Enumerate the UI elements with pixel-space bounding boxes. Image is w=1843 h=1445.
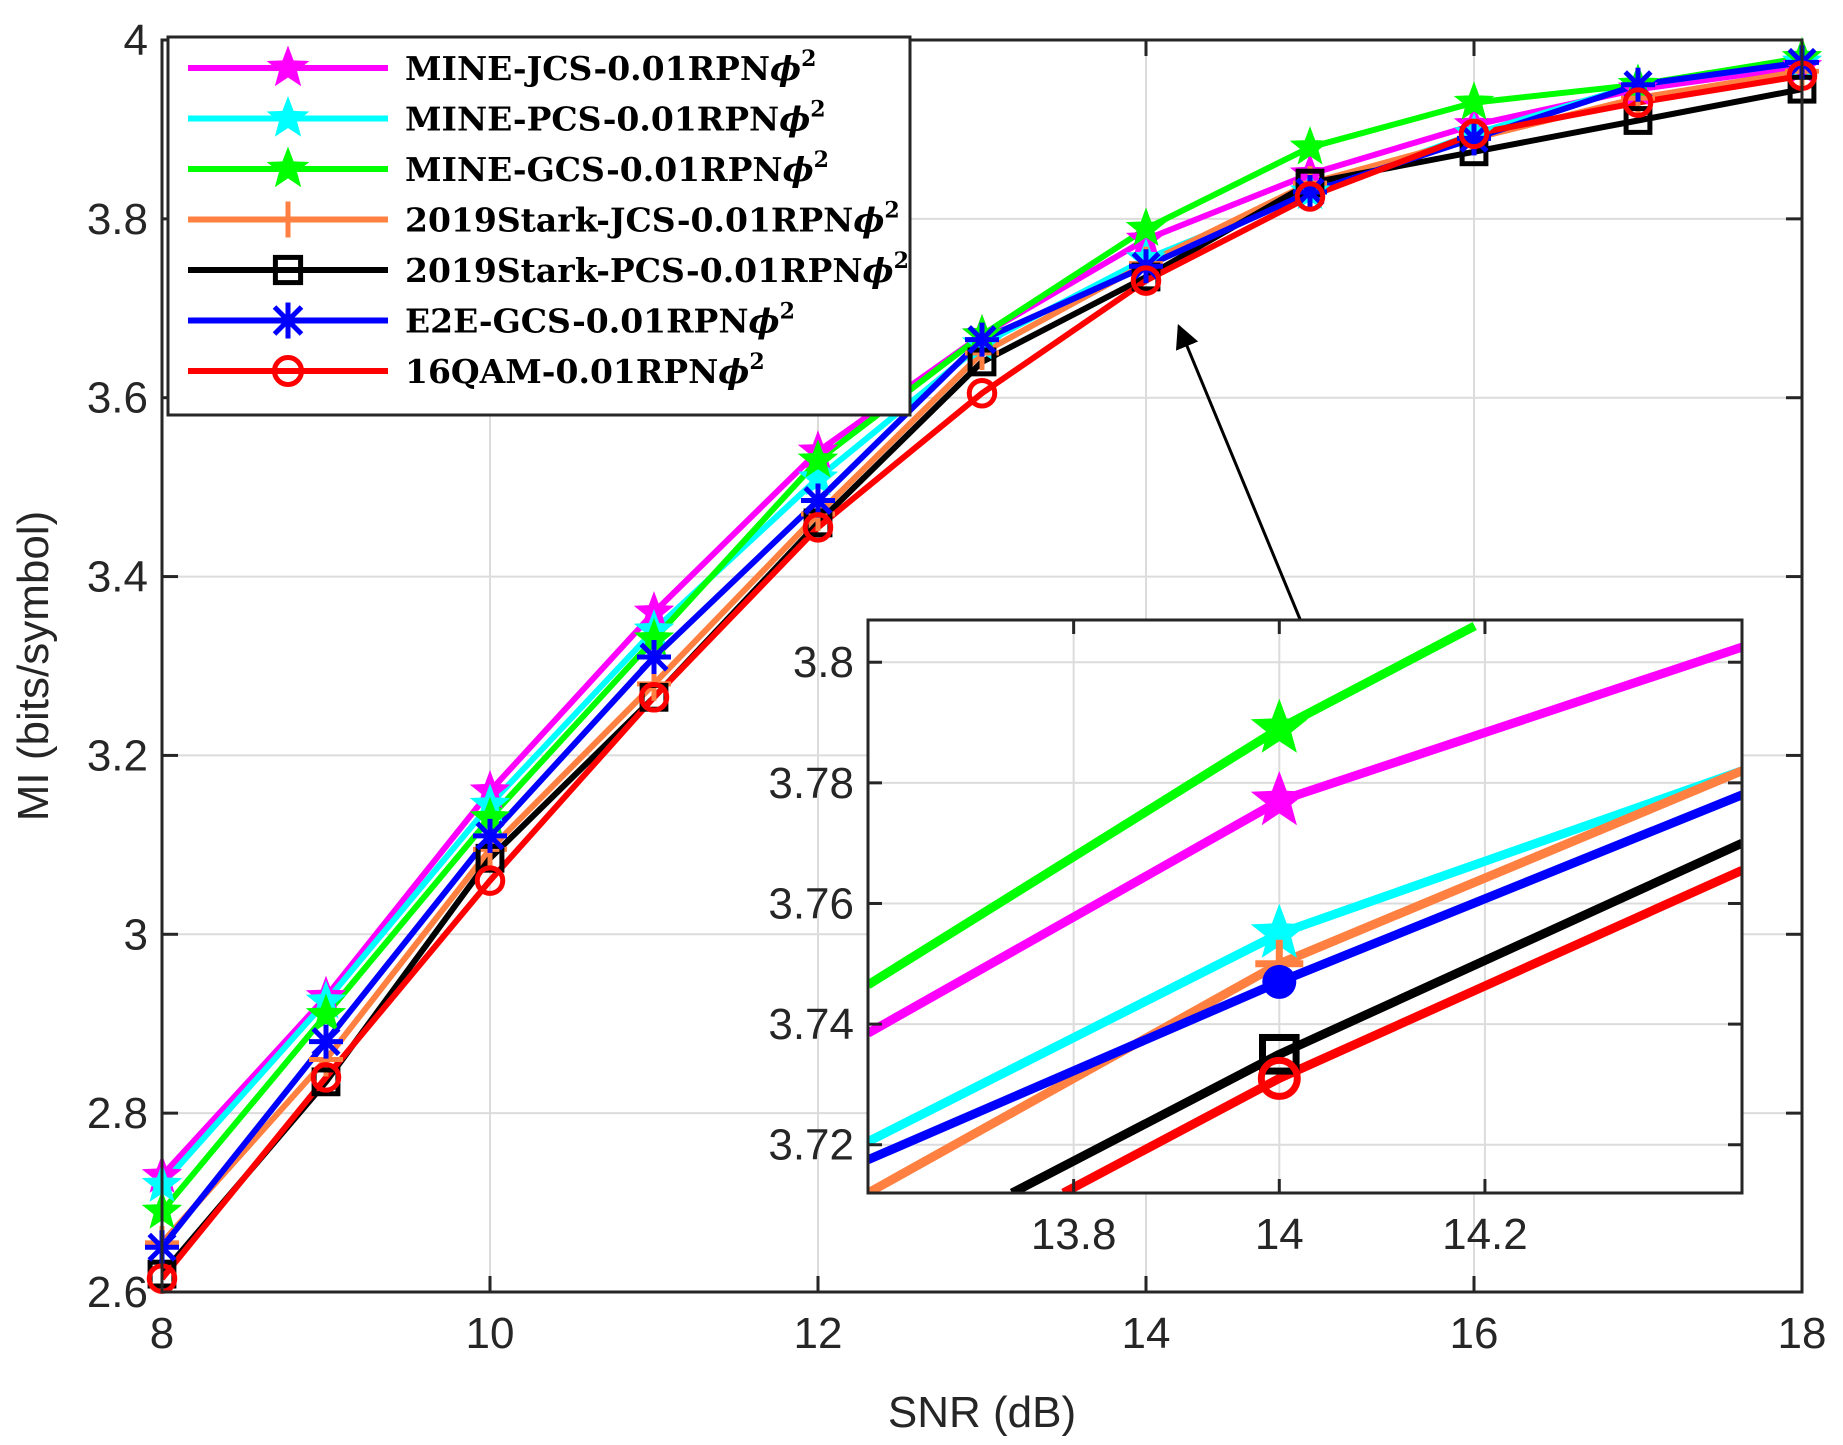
- data-point-mine-gcs-0-01rpn: [1289, 126, 1331, 165]
- inset-line-2019stark-pcs-0-01rpn: [1009, 839, 1742, 1193]
- data-point-e2e-gcs-0-01rpn: [1621, 67, 1655, 102]
- data-point-16qam-0-01rpn: [1294, 181, 1326, 212]
- legend-marker-2019stark-jcs-0-01rpn: [270, 201, 306, 238]
- y-tick-label: 3.4: [87, 553, 148, 602]
- main-axes: 8 10 12 14 16 18 2.6 2.8 3 3.2 3.4 3.6 3.8 4: [87, 16, 1827, 1358]
- legend-label-16qam-0-01rpn: 16QAM-0.01RPNϕ2: [405, 349, 765, 391]
- data-point-16qam-0-01rpn: [1130, 265, 1162, 296]
- inset-point-e2e-gcs-0-01rpn: [1262, 964, 1297, 999]
- legend-box: [166, 35, 912, 417]
- inset-series-markers: [1250, 698, 1308, 1100]
- legend-marker-mine-pcs-0-01rpn: [266, 96, 310, 137]
- legend: MINE-JCS-0.01RPNϕ2 MINE-PCS-0.01RPNϕ2 MINE…: [166, 35, 912, 417]
- data-point-2019stark-pcs-0-01rpn: [1623, 106, 1653, 135]
- inset-y-tick-label: 3.76: [768, 879, 854, 928]
- data-point-mine-gcs-0-01rpn: [305, 993, 347, 1032]
- inset-point-16qam-0-01rpn: [1257, 1056, 1301, 1100]
- data-point-mine-gcs-0-01rpn: [1453, 81, 1495, 120]
- y-tick-label: 4: [124, 16, 148, 65]
- data-point-16qam-0-01rpn: [802, 512, 834, 543]
- x-tick-label: 18: [1778, 1309, 1827, 1358]
- legend-marker-2019stark-pcs-0-01rpn: [272, 254, 304, 286]
- legend-label-mine-gcs-0-01rpn: MINE-GCS-0.01RPNϕ2: [405, 147, 829, 189]
- data-point-e2e-gcs-0-01rpn: [473, 818, 507, 853]
- series-line-16qam-0-01rpn: [162, 72, 1802, 1281]
- x-tick-label: 14: [1122, 1309, 1171, 1358]
- inset-point-mine-jcs-0-01rpn: [1250, 770, 1308, 826]
- inset-point-mine-pcs-0-01rpn: [1250, 903, 1308, 958]
- inset-line-16qam-0-01rpn: [1061, 866, 1742, 1193]
- y-tick-label: 3.6: [87, 374, 148, 423]
- legend-label-mine-jcs-0-01rpn: MINE-JCS-0.01RPNϕ2: [405, 46, 816, 88]
- inset-point-mine-gcs-0-01rpn: [1250, 698, 1308, 753]
- zoom-arrow: [1175, 323, 1304, 625]
- data-point-16qam-0-01rpn: [1622, 87, 1654, 118]
- zoom-inset: 13.8 14 14.2 3.72 3.74 3.76 3.78 3.8: [768, 618, 1744, 1259]
- data-point-mine-gcs-0-01rpn: [469, 796, 511, 836]
- inset-y-tick-label: 3.72: [768, 1121, 854, 1170]
- legend-marker-e2e-gcs-0-01rpn: [270, 302, 306, 339]
- data-point-e2e-gcs-0-01rpn: [965, 322, 999, 357]
- inset-x-tick-label: 14.2: [1442, 1210, 1528, 1259]
- data-point-16qam-0-01rpn: [310, 1062, 342, 1093]
- inset-y-tick-label: 3.78: [768, 759, 854, 808]
- y-tick-label: 3: [124, 910, 148, 959]
- data-point-e2e-gcs-0-01rpn: [1293, 175, 1327, 210]
- data-point-16qam-0-01rpn: [638, 682, 670, 713]
- inset-point-2019stark-pcs-0-01rpn: [1258, 1033, 1300, 1075]
- legend-label-2019stark-pcs-0-01rpn: 2019Stark-PCS-0.01RPNϕ2: [405, 248, 909, 290]
- y-tick-label: 2.6: [87, 1268, 148, 1317]
- legend-marker-16qam-0-01rpn: [272, 355, 304, 387]
- data-point-mine-gcs-0-01rpn: [633, 617, 675, 657]
- data-point-e2e-gcs-0-01rpn: [637, 640, 671, 675]
- x-tick-label: 16: [1450, 1309, 1499, 1358]
- y-tick-label: 2.8: [87, 1089, 148, 1138]
- plot-frame: [160, 38, 1804, 1294]
- legend-label-mine-pcs-0-01rpn: MINE-PCS-0.01RPNϕ2: [405, 97, 826, 139]
- inset-x-tick-label: 13.8: [1031, 1210, 1117, 1259]
- y-axis-title: MI (bits/symbol): [9, 511, 58, 821]
- legend-marker-mine-jcs-0-01rpn: [266, 45, 310, 87]
- legend-label-e2e-gcs-0-01rpn: E2E-GCS-0.01RPNϕ2: [405, 299, 795, 341]
- data-point-mine-gcs-0-01rpn: [797, 439, 839, 478]
- x-axis-title: SNR (dB): [888, 1388, 1076, 1437]
- data-point-16qam-0-01rpn: [474, 865, 506, 896]
- inset-frame: [866, 618, 1744, 1195]
- data-point-e2e-gcs-0-01rpn: [309, 1024, 343, 1059]
- y-tick-label: 3.8: [87, 195, 148, 244]
- inset-y-tick-label: 3.8: [793, 638, 854, 687]
- legend-label-2019stark-jcs-0-01rpn: 2019Stark-JCS-0.01RPNϕ2: [405, 198, 900, 240]
- y-tick-label: 3.2: [87, 731, 148, 780]
- x-tick-label: 8: [150, 1309, 174, 1358]
- x-tick-label: 10: [466, 1309, 515, 1358]
- data-point-e2e-gcs-0-01rpn: [1457, 121, 1491, 156]
- inset-y-tick-label: 3.74: [768, 1000, 854, 1049]
- legend-marker-mine-gcs-0-01rpn: [266, 146, 310, 188]
- data-point-16qam-0-01rpn: [1458, 118, 1490, 150]
- data-point-mine-pcs-0-01rpn: [797, 457, 839, 496]
- data-point-e2e-gcs-0-01rpn: [801, 483, 835, 518]
- data-point-mine-gcs-0-01rpn: [1125, 207, 1167, 246]
- data-point-16qam-0-01rpn: [966, 377, 998, 409]
- x-tick-label: 12: [794, 1309, 843, 1358]
- inset-x-tick-label: 14: [1255, 1210, 1304, 1259]
